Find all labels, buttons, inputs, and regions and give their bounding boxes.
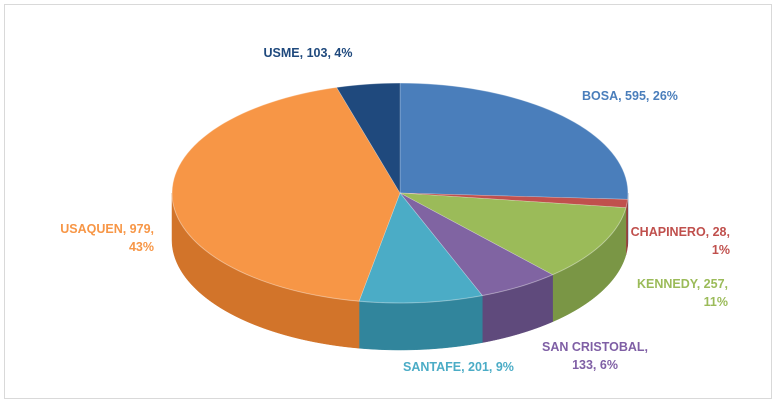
data-label-line: SAN CRISTOBAL,: [542, 340, 648, 354]
data-label-line: CHAPINERO, 28,: [631, 225, 730, 239]
pie-slice-bosa: [399, 82, 629, 200]
data-label-bosa: BOSA, 595, 26%: [582, 89, 678, 103]
data-label-line: USME, 103, 4%: [264, 46, 353, 60]
data-labels: BOSA, 595, 26% CHAPINERO, 28, 1% KENNEDY, 2…: [60, 46, 730, 374]
data-label-santafe: SANTAFE, 201, 9%: [403, 360, 514, 374]
data-label-kennedy: KENNEDY, 257, 11%: [637, 277, 728, 309]
pie-slice-kennedy: [399, 192, 627, 276]
data-label-line: 11%: [704, 295, 728, 309]
data-label-usaquen: USAQUEN, 979, 43%: [60, 222, 154, 254]
pie-side-santafe: [358, 295, 483, 351]
data-label-line: 1%: [712, 243, 730, 257]
data-label-line: 43%: [129, 240, 154, 254]
data-label-line: SANTAFE, 201, 9%: [403, 360, 514, 374]
pie-tops: [171, 82, 629, 304]
pie-slice-usme: [336, 82, 401, 195]
pie-sides: [171, 192, 629, 351]
data-label-line: KENNEDY, 257,: [637, 277, 728, 291]
pie-rim-highlight: [171, 82, 629, 304]
data-label-san-cristobal: SAN CRISTOBAL, 133, 6%: [542, 340, 648, 372]
pie-slice-san-cristobal: [399, 192, 554, 296]
data-label-chapinero: CHAPINERO, 28, 1%: [631, 225, 730, 257]
data-label-line: BOSA, 595, 26%: [582, 89, 678, 103]
data-label-line: 133, 6%: [572, 358, 618, 372]
pie-slice-santafe: [358, 192, 483, 304]
data-label-line: USAQUEN, 979,: [60, 222, 154, 236]
data-label-usme: USME, 103, 4%: [264, 46, 353, 60]
pie-slice-usaquen: [171, 87, 401, 302]
